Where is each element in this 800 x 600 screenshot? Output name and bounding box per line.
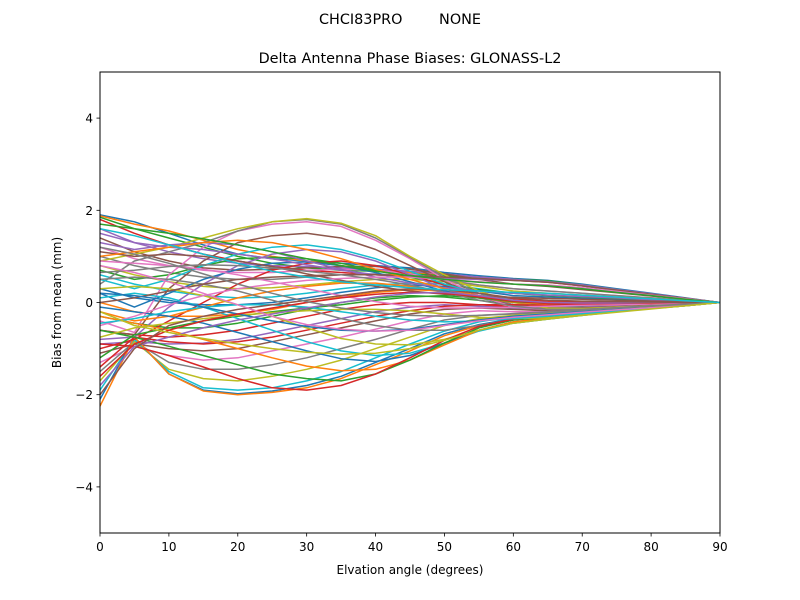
x-tick-label: 60 [506,540,521,554]
x-tick-label: 70 [575,540,590,554]
x-tick-label: 80 [643,540,658,554]
y-tick-label: 0 [85,296,93,310]
x-tick-label: 30 [299,540,314,554]
x-tick-label: 10 [161,540,176,554]
series-line-s01 [100,214,720,304]
series-line-s47 [100,276,720,327]
x-tick-label: 50 [437,540,452,554]
x-axis-label: Elvation angle (degrees) [337,563,484,577]
y-axis-label: Bias from mean (mm) [50,237,64,368]
chart-title: Delta Antenna Phase Biases: GLONASS-L2 [259,51,562,67]
series-line-s36 [100,251,720,304]
y-tick-label: 4 [85,112,93,126]
series-line-s55 [100,291,720,386]
series-line-s58 [100,246,720,318]
series-layer [100,214,720,407]
series-line-s59 [100,301,720,355]
x-tick-label: 20 [230,540,245,554]
figure-suptitle: CHCI83PRO NONE [319,12,481,28]
x-axis-ticks: 0 10 20 30 40 50 60 70 80 90 [96,533,728,554]
series-line-s57 [100,264,720,332]
series-line-s37 [100,260,720,309]
x-tick-label: 40 [368,540,383,554]
y-axis-ticks: −4 −2 0 2 4 [75,112,100,494]
series-line-s53 [100,223,720,304]
series-line-s60 [100,227,720,304]
x-tick-label: 90 [712,540,727,554]
x-tick-label: 0 [96,540,104,554]
y-tick-label: 2 [85,204,93,218]
y-tick-label: −2 [75,388,93,402]
y-tick-label: −4 [75,480,93,494]
series-line-s56 [100,287,720,396]
